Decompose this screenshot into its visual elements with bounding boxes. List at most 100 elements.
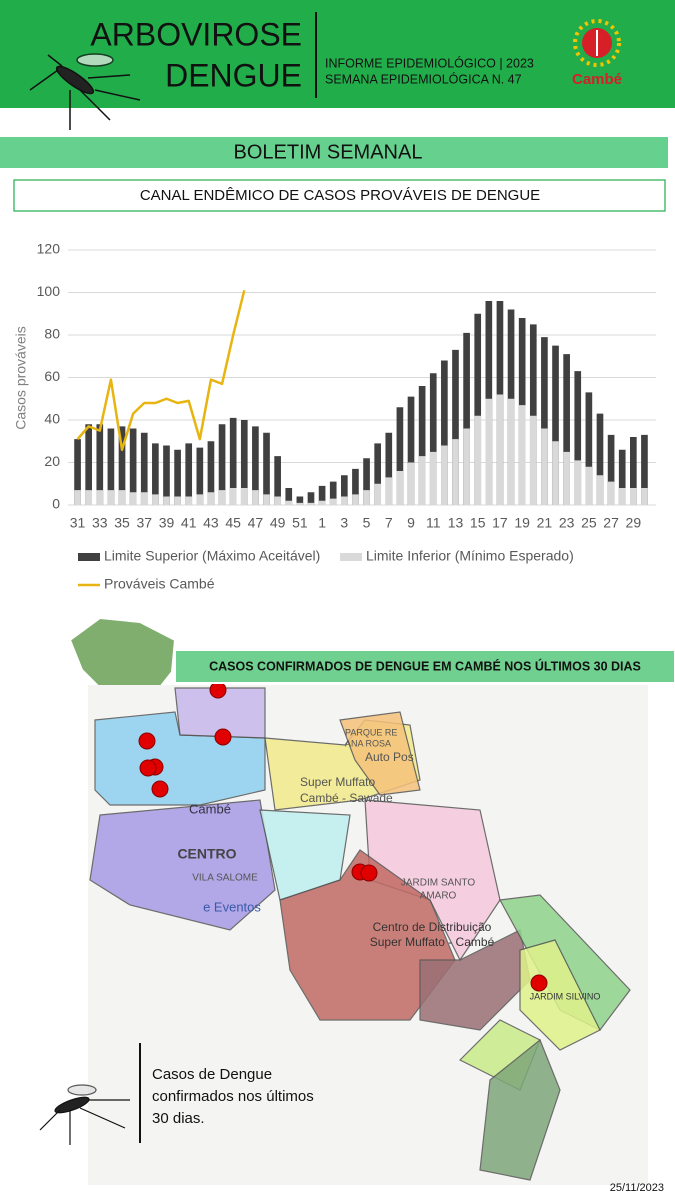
bar (474, 313, 482, 505)
x-tick-label: 25 (581, 515, 597, 531)
bar (585, 392, 593, 505)
bar (96, 490, 104, 505)
bar (552, 441, 559, 505)
bar (140, 492, 148, 505)
x-tick-label: 41 (181, 515, 197, 531)
map-label: CENTRO (177, 846, 236, 862)
bar (152, 494, 159, 505)
x-tick-label: 19 (514, 515, 530, 531)
mosquito-icon (29, 53, 141, 130)
bar (185, 443, 193, 505)
bar (85, 424, 93, 505)
bar (596, 413, 604, 505)
district (479, 1039, 561, 1181)
legend-swatch (340, 553, 362, 561)
bar (518, 405, 526, 505)
bar (529, 324, 537, 505)
y-axis-label: Casos prováveis (13, 326, 29, 430)
y-tick-label: 40 (44, 411, 60, 427)
bar (240, 420, 248, 505)
bar (296, 496, 304, 505)
bar (429, 451, 437, 505)
logo: Cambé (572, 19, 622, 88)
header-title: DENGUE (165, 57, 302, 93)
bar (196, 447, 204, 505)
bar (185, 496, 193, 505)
bar (340, 496, 348, 505)
bar (240, 488, 248, 505)
map-label: Cambé - Sawade (300, 791, 393, 805)
bar (207, 441, 215, 505)
bar (563, 451, 570, 505)
banner: BOLETIM SEMANAL (234, 141, 423, 163)
bar (629, 437, 637, 505)
bar (596, 475, 604, 505)
map-label: PARQUE RE (345, 727, 397, 737)
header-title: ARBOVIROSE (90, 16, 302, 52)
x-tick-label: 29 (626, 515, 642, 531)
bar (318, 500, 326, 505)
case-marker (151, 780, 169, 798)
bar (174, 496, 181, 505)
map-label: Cambé (189, 801, 231, 816)
x-tick-label: 37 (136, 515, 152, 531)
map-legend: 30 dias. (152, 1110, 205, 1127)
case-marker (139, 759, 157, 777)
banner-band (0, 137, 668, 168)
district (519, 939, 601, 1051)
bar (252, 426, 259, 505)
case-marker (138, 732, 156, 750)
bar (207, 492, 215, 505)
bar (529, 415, 537, 505)
bar (285, 488, 293, 505)
bar (563, 354, 570, 505)
bar (463, 428, 470, 505)
map-label: Auto Pos (365, 750, 414, 764)
x-tick-label: 11 (426, 515, 441, 531)
bar (618, 449, 626, 505)
bar (363, 490, 370, 505)
bar (329, 481, 337, 505)
bar (541, 337, 548, 505)
bar (574, 371, 582, 505)
x-tick-label: 13 (448, 515, 464, 531)
header-band (0, 0, 675, 108)
case-marker (530, 974, 548, 992)
map-label: Super Muffato (300, 775, 375, 789)
case-marker (360, 864, 378, 882)
x-tick-label: 21 (537, 515, 553, 531)
bar (118, 426, 126, 505)
bar (274, 456, 281, 505)
bar (641, 434, 648, 505)
bar (329, 498, 337, 505)
bar (163, 496, 170, 505)
y-tick-label: 20 (44, 453, 60, 469)
bar (74, 439, 81, 505)
y-tick-label: 0 (52, 496, 60, 512)
x-tick-label: 35 (114, 515, 130, 531)
bar (463, 332, 470, 505)
bar (218, 424, 226, 505)
bar (407, 462, 415, 505)
x-tick-label: 47 (248, 515, 264, 531)
case-marker (214, 728, 232, 746)
bar (452, 349, 459, 505)
bar (441, 360, 448, 505)
map-label: Super Muffato - Cambé (370, 935, 495, 949)
map-legend: confirmados nos últimos (152, 1088, 314, 1105)
bar (552, 345, 559, 505)
map-label: JARDIM SILVINO (530, 991, 601, 1001)
bar (263, 494, 270, 505)
bar (607, 481, 615, 505)
bar (140, 432, 148, 505)
bar (218, 490, 226, 505)
bar (263, 432, 270, 505)
chart-title-box (13, 179, 666, 212)
x-tick-label: 1 (318, 515, 326, 531)
bar (385, 432, 393, 505)
x-tick-label: 15 (470, 515, 486, 531)
bar (252, 490, 259, 505)
bar (118, 490, 126, 505)
bar (318, 485, 326, 505)
bar (85, 490, 93, 505)
